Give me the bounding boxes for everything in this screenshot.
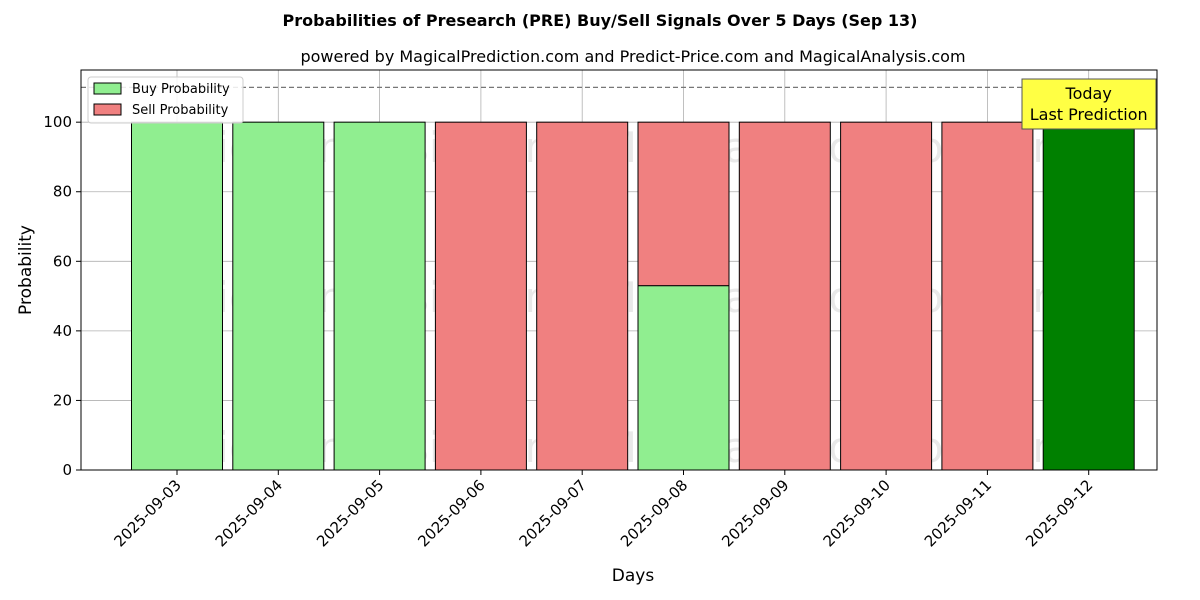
x-tick-label: 2025-09-12 [1022, 476, 1096, 550]
bar-sell [840, 121, 933, 471]
x-tick-label: 2025-09-07 [516, 476, 590, 550]
bar-buy [131, 121, 223, 471]
today-label: Last Prediction [1030, 105, 1148, 124]
legend-swatch [93, 82, 122, 95]
legend-label: Sell Probability [132, 103, 229, 118]
bar-buy [637, 285, 730, 471]
bar-sell [941, 121, 1034, 471]
legend: Buy Probability Sell Probability [87, 76, 244, 124]
chart-subtitle: powered by MagicalPrediction.com and Pre… [300, 47, 965, 66]
bar-sell [434, 121, 527, 471]
x-tick-label: 2025-09-08 [617, 476, 691, 550]
bar-sell [536, 121, 629, 471]
today-box [1021, 78, 1157, 130]
bar-sell [637, 121, 730, 287]
y-tick-label: 100 [43, 113, 72, 131]
x-tick-label: 2025-09-11 [921, 476, 995, 550]
x-tick-label: 2025-09-09 [718, 476, 792, 550]
bar-buy [1042, 121, 1135, 471]
x-tick-label: 2025-09-05 [313, 476, 387, 550]
today-annotation: Today Last Prediction [1021, 78, 1157, 130]
y-tick-label: 40 [53, 322, 72, 340]
bar-buy [333, 121, 426, 471]
x-tick-label: 2025-09-10 [820, 476, 894, 550]
today-label: Today [1065, 84, 1112, 103]
x-axis-label: Days [612, 566, 655, 586]
y-axis-ticks: 0 20 40 60 80 100 [43, 113, 81, 479]
plot-frame [80, 69, 1158, 471]
y-tick-label: 80 [53, 183, 72, 201]
x-tick-label: 2025-09-06 [414, 476, 488, 550]
x-tick-label: 2025-09-03 [110, 476, 184, 550]
x-tick-label: 2025-09-04 [212, 476, 286, 550]
legend-box [87, 76, 244, 124]
chart-title: Probabilities of Presearch (PRE) Buy/Sel… [283, 11, 918, 30]
x-axis-ticks: 2025-09-03 2025-09-04 2025-09-05 2025-09-06… [110, 470, 1097, 550]
y-tick-label: 0 [62, 461, 72, 479]
bars [131, 121, 1135, 471]
legend-label: Buy Probability [132, 82, 230, 97]
y-tick-label: 20 [53, 391, 72, 409]
legend-swatch [93, 103, 122, 116]
y-tick-label: 60 [53, 252, 72, 270]
bar-sell [738, 121, 831, 471]
bar-buy [232, 121, 325, 471]
y-axis-label: Probability [16, 225, 36, 315]
